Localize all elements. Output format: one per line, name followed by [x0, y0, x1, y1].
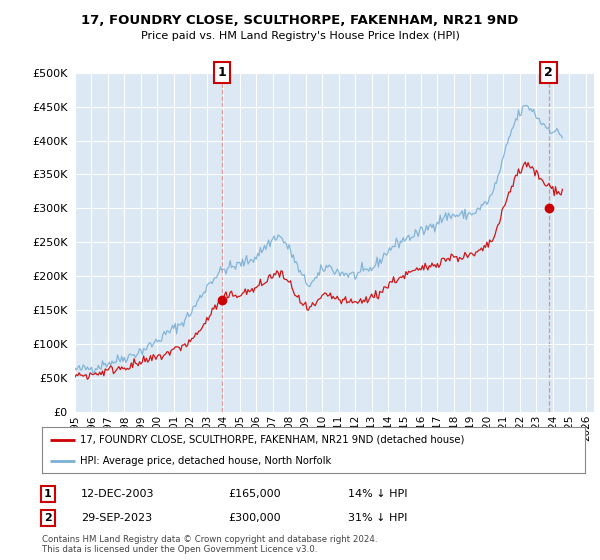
Text: Price paid vs. HM Land Registry's House Price Index (HPI): Price paid vs. HM Land Registry's House … [140, 31, 460, 41]
Text: 2: 2 [544, 66, 553, 80]
Text: 2: 2 [44, 513, 52, 523]
Text: £300,000: £300,000 [228, 513, 281, 523]
Text: 31% ↓ HPI: 31% ↓ HPI [348, 513, 407, 523]
Text: £165,000: £165,000 [228, 489, 281, 499]
Text: HPI: Average price, detached house, North Norfolk: HPI: Average price, detached house, Nort… [80, 456, 331, 466]
Text: 29-SEP-2023: 29-SEP-2023 [81, 513, 152, 523]
Text: Contains HM Land Registry data © Crown copyright and database right 2024.
This d: Contains HM Land Registry data © Crown c… [42, 535, 377, 554]
Text: 12-DEC-2003: 12-DEC-2003 [81, 489, 155, 499]
Text: 1: 1 [44, 489, 52, 499]
Text: 17, FOUNDRY CLOSE, SCULTHORPE, FAKENHAM, NR21 9ND: 17, FOUNDRY CLOSE, SCULTHORPE, FAKENHAM,… [82, 14, 518, 27]
Text: 1: 1 [218, 66, 226, 80]
Text: 17, FOUNDRY CLOSE, SCULTHORPE, FAKENHAM, NR21 9ND (detached house): 17, FOUNDRY CLOSE, SCULTHORPE, FAKENHAM,… [80, 435, 464, 445]
Text: 14% ↓ HPI: 14% ↓ HPI [348, 489, 407, 499]
